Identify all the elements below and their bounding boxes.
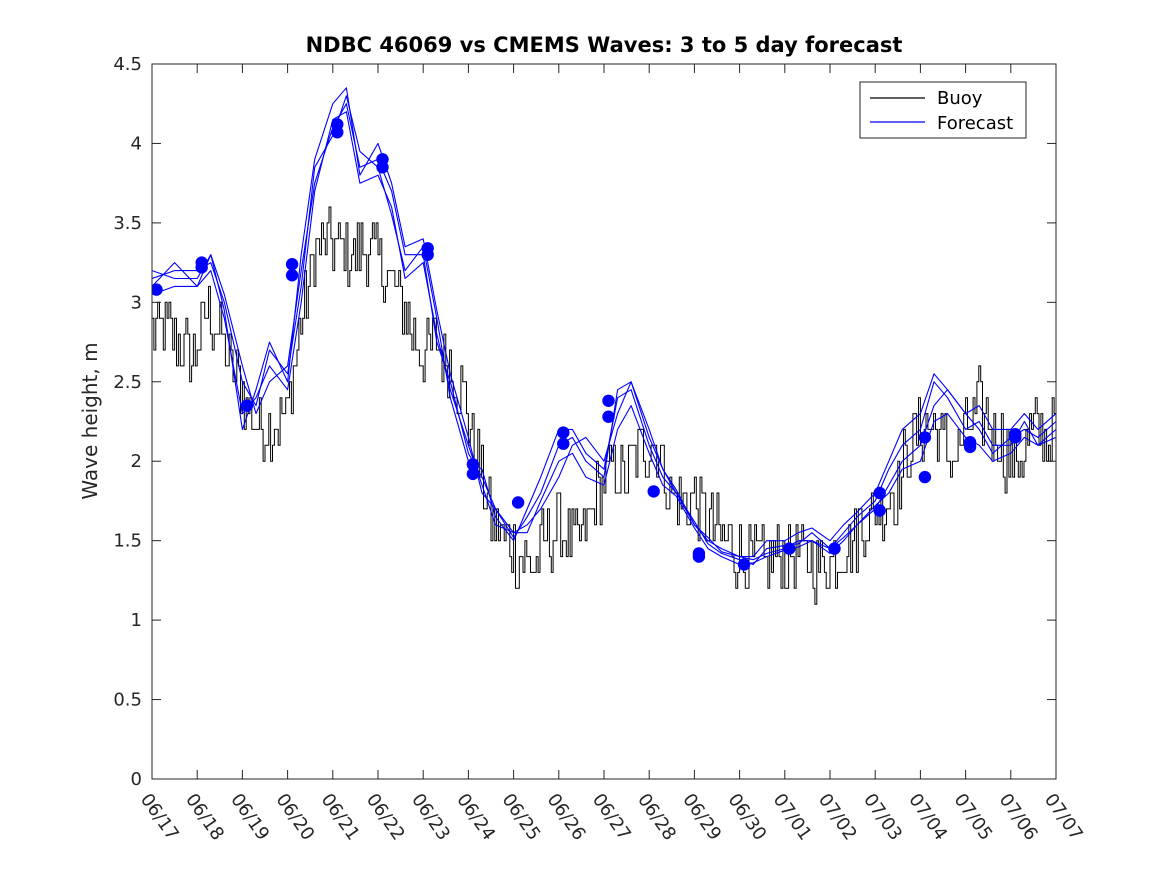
forecast-marker-26 — [873, 504, 886, 517]
forecast-marker-24 — [783, 542, 796, 555]
forecast-marker-28 — [918, 470, 932, 484]
y-tick-label: 2.5 — [113, 372, 142, 393]
forecast-marker-23 — [737, 558, 751, 571]
forecast-marker-33 — [1009, 428, 1022, 441]
forecast-marker-1 — [152, 283, 163, 296]
forecast-marker-4 — [240, 399, 254, 412]
forecast-marker-17 — [557, 426, 570, 439]
y-tick-label: 1 — [131, 610, 142, 631]
forecast-marker-16 — [557, 437, 570, 450]
y-axis-label: Wave height, m — [78, 342, 102, 499]
forecast-marker-8 — [331, 118, 344, 131]
legend-buoy-label: Buoy — [937, 88, 983, 109]
y-tick-label: 3.5 — [113, 213, 142, 234]
forecast-marker-6 — [285, 258, 299, 271]
forecast-series-line-4 — [152, 87, 1056, 558]
forecast-marker-5 — [285, 269, 299, 282]
forecast-marker-10 — [376, 153, 389, 166]
forecast-marker-15 — [511, 496, 525, 509]
forecast-marker-20 — [647, 485, 660, 498]
y-tick-label: 0.5 — [113, 690, 142, 711]
forecast-marker-3 — [195, 256, 208, 269]
y-tick-label: 1.5 — [113, 531, 142, 552]
buoy-series-line — [152, 206, 1056, 605]
forecast-marker-25 — [828, 542, 841, 555]
forecast-marker-29 — [918, 431, 932, 444]
y-tick-label: 3 — [131, 292, 142, 313]
forecast-marker-27 — [873, 486, 886, 500]
chart-title: NDBC 46069 vs CMEMS Waves: 3 to 5 day fo… — [306, 33, 903, 57]
legend-forecast-label: Forecast — [937, 113, 1013, 134]
forecast-marker-22 — [692, 547, 706, 560]
forecast-marker-14 — [466, 458, 480, 471]
y-tick-label: 4 — [131, 133, 142, 154]
y-tick-label: 4.5 — [113, 54, 142, 75]
y-tick-label: 2 — [131, 451, 142, 472]
forecast-marker-19 — [602, 394, 615, 407]
forecast-marker-18 — [602, 410, 615, 423]
forecast-series-line-1 — [152, 103, 1056, 561]
forecast-marker-12 — [421, 242, 434, 255]
forecast-marker-31 — [963, 436, 977, 449]
data-marks — [152, 87, 1056, 605]
legend-box — [859, 81, 1027, 139]
legend: Buoy Forecast — [859, 81, 1027, 139]
y-tick-label: 0 — [131, 769, 142, 790]
forecast-series-line-3 — [152, 111, 1056, 566]
forecast-marker-13 — [466, 467, 480, 481]
